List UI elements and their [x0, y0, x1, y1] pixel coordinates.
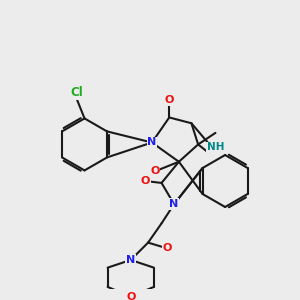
- Text: NH: NH: [207, 142, 224, 152]
- Text: O: O: [126, 292, 135, 300]
- Text: Cl: Cl: [70, 86, 83, 99]
- Text: N: N: [147, 137, 157, 148]
- Text: N: N: [126, 255, 135, 265]
- Text: N: N: [169, 199, 179, 209]
- Text: O: O: [163, 243, 172, 254]
- Text: O: O: [165, 95, 174, 105]
- Text: O: O: [150, 167, 160, 176]
- Text: O: O: [140, 176, 150, 186]
